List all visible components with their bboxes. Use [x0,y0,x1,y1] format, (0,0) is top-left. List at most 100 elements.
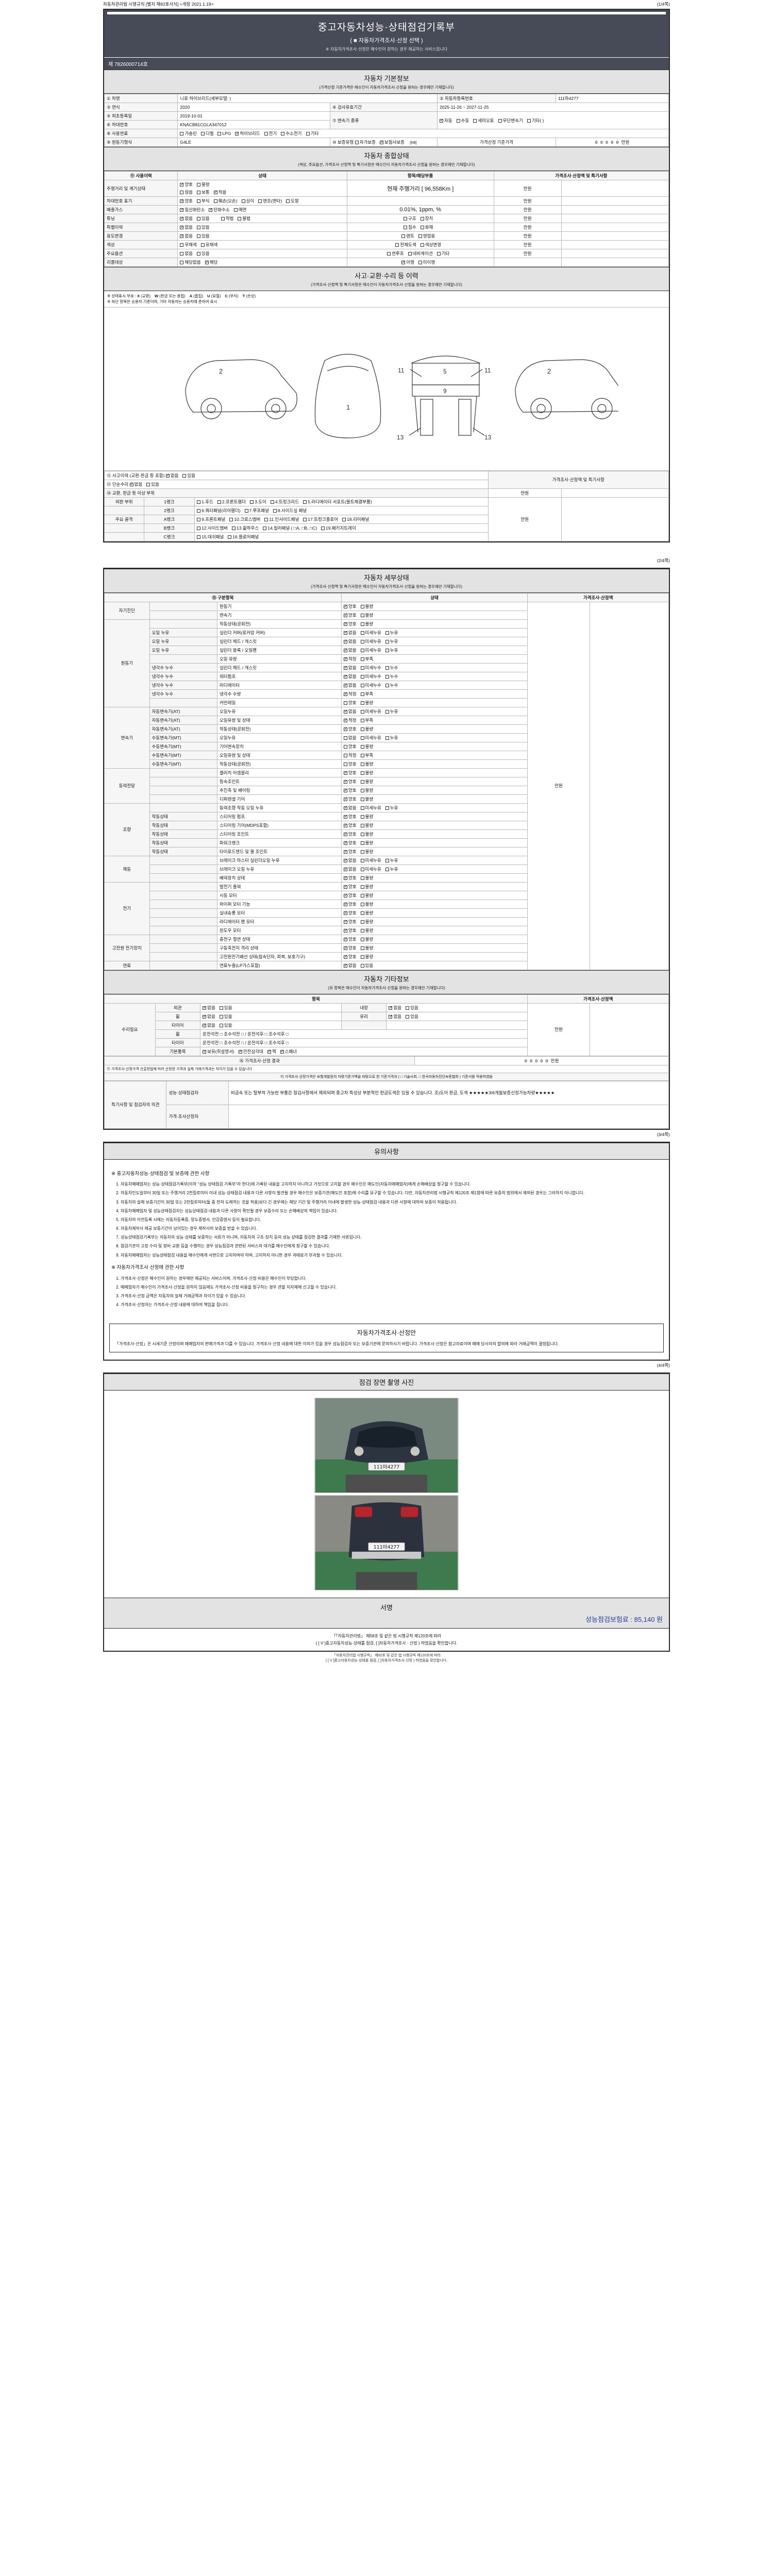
checkbox[interactable] [343,656,348,661]
checkbox-option[interactable]: 양호 [343,700,357,706]
checkbox-option[interactable]: 해당 [205,259,217,265]
checkbox-option[interactable]: 색상변경 [420,242,441,248]
overall-row-status[interactable]: 없음 있음 [177,231,347,241]
checkbox[interactable] [360,709,364,714]
checkbox[interactable] [203,1005,207,1010]
checkbox[interactable] [360,797,364,801]
checkbox[interactable] [219,1014,223,1019]
checkbox[interactable] [360,727,364,731]
checkbox[interactable] [343,770,348,775]
checkbox-option[interactable]: 해당없음 [180,259,201,265]
checkbox-option[interactable]: 없음 [180,250,193,257]
detail-item-status[interactable]: 없음 미세누유 누유 [341,636,528,646]
checkbox-option[interactable]: 있음 [406,1013,418,1020]
checkbox[interactable] [221,217,225,221]
checkbox-option[interactable]: 있음 [182,472,195,479]
checkbox-option[interactable]: 불량 [360,840,373,846]
checkbox-option[interactable]: 기타 [306,130,318,137]
checkbox-option[interactable]: 누수 [385,682,398,688]
checkbox-option[interactable]: 미세누수 [360,665,381,671]
checkbox-option[interactable]: 없음 [203,1022,215,1028]
checkbox[interactable] [303,500,307,504]
checkbox-option[interactable]: 미세누유 [360,857,381,863]
checkbox[interactable] [180,243,184,247]
checkbox-option[interactable]: 영업용 [418,233,435,239]
checkbox[interactable] [343,709,348,714]
detail-item-status[interactable]: 없음 미세누유 누유 [341,733,528,742]
checkbox-option[interactable]: 양호 [343,612,357,618]
checkbox[interactable] [180,182,184,187]
checkbox[interactable] [129,482,133,486]
checkbox[interactable] [360,666,364,670]
overall-row-status[interactable]: 일산화탄소 탄화수소 매연 [177,205,347,214]
checkbox-option[interactable]: 양호 [343,796,357,802]
checkbox[interactable] [360,893,364,897]
checkbox-option[interactable]: 불량 [360,936,373,942]
checkbox[interactable] [343,674,348,679]
checkbox-option[interactable]: 불량 [360,831,373,837]
others-sub2-status[interactable]: 없음 있음 [386,1011,528,1021]
checkbox[interactable] [343,945,348,950]
checkbox-option[interactable]: 18.리어패널 [342,516,369,522]
checkbox-option[interactable]: 미세누유 [360,638,381,645]
checkbox-option[interactable]: 미세누유 [360,647,381,653]
transmission-options[interactable]: 자동 수동 세미오토 무단변속기 기타( ) [437,111,669,129]
checkbox-option[interactable]: 불법 [238,215,250,222]
checkbox-option[interactable]: 17.트렁크플로어 [303,516,338,522]
detail-item-status[interactable]: 양호 불량 [341,943,528,953]
checkbox[interactable] [385,648,389,652]
detail-item-status[interactable]: 양호 불량 [341,768,528,777]
checkbox-option[interactable]: 훼손(오손) [213,198,238,204]
checkbox[interactable] [180,132,184,135]
detail-item-status[interactable]: 적정 부족 [341,654,528,664]
checkbox[interactable] [343,893,348,897]
detail-item-status[interactable]: 양호 불량 [341,741,528,751]
checkbox[interactable] [360,771,364,775]
checkbox-option[interactable]: 불량 [360,945,373,951]
checkbox-option[interactable]: 세미오토 [473,117,494,124]
checkbox[interactable] [343,726,348,731]
checkbox-option[interactable]: 불량 [360,787,373,793]
checkbox-option[interactable]: 매연 [233,207,246,213]
checkbox[interactable] [165,473,170,478]
checkbox[interactable] [203,1014,207,1019]
checkbox[interactable] [360,779,364,784]
checkbox-option[interactable]: 있음 [196,233,210,239]
detail-item-status[interactable]: 양호 불량 [341,724,528,734]
checkbox[interactable] [196,234,200,238]
checkbox[interactable] [213,190,217,194]
checkbox-option[interactable]: 있음 [406,1005,418,1011]
checkbox[interactable] [408,252,412,256]
checkbox[interactable] [180,191,184,194]
checkbox[interactable] [197,526,201,530]
checkbox[interactable] [244,509,248,513]
checkbox-option[interactable]: 불량 [360,726,373,732]
checkbox[interactable] [360,928,364,933]
checkbox-option[interactable]: 4.트렁크리드 [270,499,299,505]
checkbox[interactable] [360,841,364,845]
detail-item-status[interactable]: 양호 불량 [341,811,528,821]
checkbox[interactable] [360,850,364,854]
checkbox-option[interactable]: 양호 [343,875,357,881]
checkbox-option[interactable]: 전기 [264,130,277,137]
checkbox[interactable] [420,217,424,221]
checkbox[interactable] [343,744,347,749]
checkbox-option[interactable]: 화재 [420,224,433,230]
checkbox[interactable] [385,666,389,670]
checkbox-option[interactable]: 장치 [420,215,433,222]
checkbox-option[interactable]: 없음 [389,1005,401,1011]
checkbox-option[interactable]: 누유 [385,630,398,636]
checkbox-option[interactable]: 없음 [203,1005,215,1011]
detail-item-status[interactable]: 양호 불량 [341,873,528,883]
checkbox-option[interactable]: 양호 [343,621,357,627]
checkbox[interactable] [343,691,348,696]
checkbox[interactable] [343,928,348,933]
checkbox[interactable] [197,509,201,513]
checkbox[interactable] [401,260,406,264]
overall-row-status[interactable]: 없음 있음 [177,223,347,232]
checkbox-option[interactable]: 없음 [203,1013,215,1020]
checkbox-option[interactable]: 양호 [343,849,357,855]
checkbox-option[interactable]: 보통 [196,189,210,195]
checkbox[interactable] [360,911,364,915]
checkbox-option[interactable]: 양호 [343,743,357,750]
